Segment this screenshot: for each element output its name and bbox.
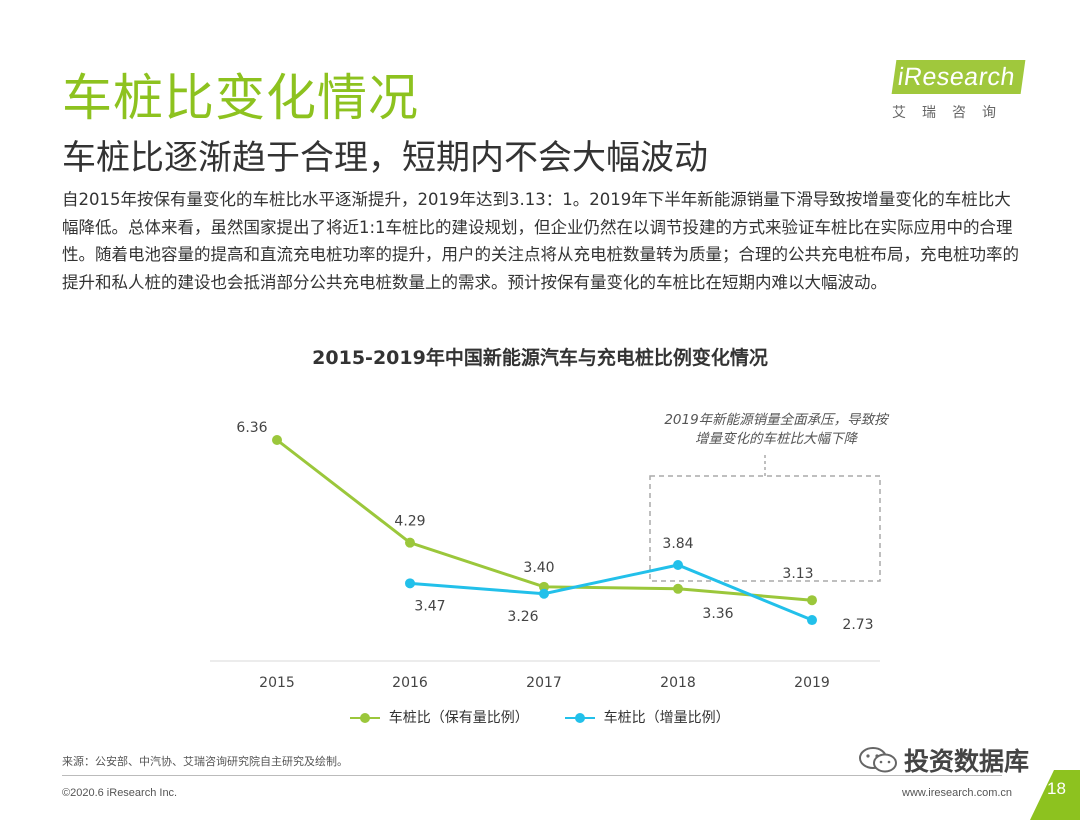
data-point-stock-2017 [539, 581, 549, 592]
wechat-icon [858, 745, 898, 781]
data-point-increment-2018 [673, 559, 683, 570]
iresearch-logo: iResearch 艾瑞咨询 [884, 52, 1034, 122]
x-tick-2015: 2015 [259, 675, 295, 691]
data-label-increment-2016: 3.47 [414, 598, 445, 614]
legend-item-increment: 车桩比（增量比例） [565, 707, 730, 727]
data-point-stock-2018 [673, 583, 683, 594]
intro-paragraph: 自2015年按保有量变化的车桩比水平逐渐提升，2019年达到3.13：1。201… [62, 190, 1019, 292]
website-link[interactable]: www.iresearch.com.cn [902, 787, 1013, 799]
data-label-stock-2016: 4.29 [394, 514, 425, 530]
data-point-stock-2015 [272, 435, 282, 445]
chart-legend: 车桩比（保有量比例） 车桩比（增量比例） [0, 707, 1080, 727]
legend-label-increment: 车桩比（增量比例） [603, 710, 730, 726]
legend-swatch-stock [350, 713, 381, 723]
x-tick-2017: 2017 [526, 675, 562, 691]
footer-divider [62, 775, 1002, 776]
copyright: ©2020.6 iResearch Inc. [62, 787, 178, 799]
legend-item-stock: 车桩比（保有量比例） [350, 707, 529, 727]
data-point-increment-2016 [405, 578, 415, 589]
wechat-watermark: 投资数据库 [858, 742, 1029, 781]
chart-annotation: 2019年新能源销量全面承压，导致按增量变化的车桩比大幅下降 [664, 412, 888, 447]
x-tick-2016: 2016 [392, 675, 428, 691]
page-subtitle: 车桩比逐渐趋于合理，短期内不会大幅波动 [62, 138, 708, 178]
data-label-stock-2018: 3.36 [702, 606, 733, 622]
data-point-increment-2017 [539, 588, 549, 599]
page-title: 车桩比变化情况 [62, 69, 419, 127]
legend-swatch-increment [565, 713, 596, 723]
data-point-increment-2019 [807, 615, 817, 626]
x-tick-2018: 2018 [660, 675, 696, 691]
source-note: 来源：公安部、中汽协、艾瑞咨询研究院自主研究及绘制。 [62, 755, 348, 768]
chart-title: 2015-2019年中国新能源汽车与充电桩比例变化情况 [312, 347, 768, 369]
data-label-stock-2015: 6.36 [236, 420, 267, 436]
watermark-text: 投资数据库 [904, 747, 1030, 776]
data-label-increment-2018: 3.84 [662, 536, 693, 552]
data-point-stock-2016 [405, 537, 415, 548]
logo-subtext: 艾瑞咨询 [892, 105, 1012, 121]
annotation-box [649, 475, 881, 582]
data-label-stock-2017: 3.40 [523, 560, 554, 576]
data-label-stock-2019: 3.13 [782, 566, 813, 582]
data-point-stock-2019 [807, 595, 817, 606]
x-tick-2019: 2019 [794, 675, 830, 691]
legend-label-stock: 车桩比（保有量比例） [388, 710, 529, 726]
data-label-increment-2019: 2.73 [842, 617, 873, 633]
data-label-increment-2017: 3.26 [507, 609, 538, 625]
series-line-increment [409, 563, 813, 622]
series-line-stock [276, 438, 813, 602]
page-number: 18 [1047, 779, 1066, 798]
